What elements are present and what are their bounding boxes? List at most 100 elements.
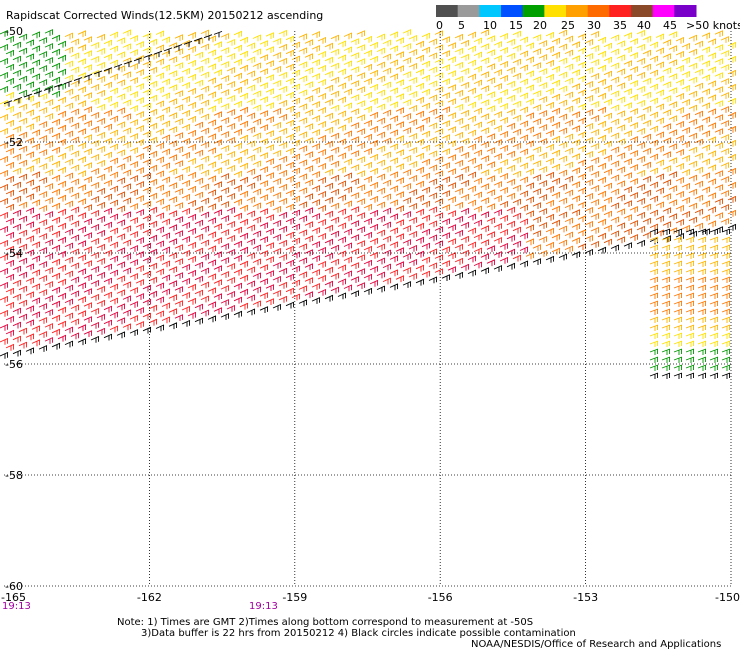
wind-barb: [187, 31, 197, 39]
wind-barb: [584, 38, 594, 46]
wind-barb: [571, 111, 581, 119]
wind-barb: [564, 35, 574, 43]
wind-barb: [298, 173, 308, 181]
wind-barb: [629, 164, 639, 171]
wind-barb: [109, 59, 119, 67]
wind-barb: [610, 48, 620, 56]
wind-barb: [519, 92, 529, 100]
wind-barb: [272, 191, 282, 199]
wind-barb: [642, 91, 652, 99]
wind-barb: [473, 233, 483, 241]
wind-barb: [64, 32, 74, 40]
wind-barb: [73, 77, 83, 84]
wind-barb: [5, 245, 15, 253]
wind-barb: [673, 340, 683, 347]
wind-barb: [337, 138, 347, 146]
wind-barb: [629, 108, 639, 115]
wind-barb: [5, 91, 15, 99]
wind-barb: [317, 50, 327, 58]
colorbar-tick-label: 5: [458, 19, 465, 32]
wind-barb: [317, 288, 327, 296]
wind-barb: [155, 72, 165, 80]
wind-barb: [402, 57, 412, 64]
wind-barb: [685, 340, 695, 347]
wind-barb: [697, 244, 707, 251]
wind-barb: [96, 257, 106, 265]
wind-barb: [252, 104, 262, 112]
wind-barb: [96, 145, 106, 153]
wind-barb: [278, 295, 288, 303]
wind-barb: [661, 356, 671, 363]
wind-barb: [116, 37, 126, 45]
wind-barb: [629, 150, 639, 157]
wind-barb: [311, 171, 321, 178]
wind-barb: [694, 180, 704, 188]
wind-barb: [90, 335, 100, 343]
wind-barb: [467, 101, 477, 109]
wind-barb: [697, 268, 707, 275]
wind-barb: [304, 179, 314, 187]
wind-barb: [441, 190, 451, 197]
wind-barb: [688, 230, 698, 238]
wind-barb: [96, 215, 106, 223]
wind-barb: [239, 176, 249, 184]
wind-barb: [18, 159, 28, 167]
wind-barb: [616, 82, 626, 90]
wind-barb: [194, 303, 204, 311]
wind-barb: [636, 155, 646, 163]
wind-barb: [408, 258, 418, 266]
wind-barb: [382, 95, 392, 103]
wind-barb: [304, 123, 314, 131]
wind-barb: [187, 87, 197, 95]
wind-barb: [239, 134, 249, 142]
wind-barb: [129, 217, 139, 224]
wind-barb: [174, 104, 184, 111]
wind-barb: [564, 189, 574, 197]
wind-barb: [721, 340, 731, 347]
wind-barb: [187, 185, 197, 193]
wind-barb: [642, 49, 652, 57]
wind-barb: [584, 234, 594, 242]
wind-barb: [662, 193, 672, 201]
wind-barb: [317, 190, 327, 198]
wind-barb: [70, 38, 80, 46]
wind-barb: [685, 228, 695, 235]
wind-barb: [721, 244, 731, 251]
wind-barb: [668, 157, 678, 165]
wind-barb: [467, 227, 477, 235]
wind-barb: [389, 143, 399, 151]
wind-barb: [655, 33, 665, 41]
wind-barb: [77, 30, 87, 38]
wind-barb: [584, 136, 594, 144]
wind-barb: [519, 148, 529, 156]
wind-barb: [51, 258, 61, 266]
wind-barb: [460, 67, 470, 75]
wind-barb: [697, 364, 707, 371]
wind-barb: [252, 90, 262, 98]
wind-barb: [12, 41, 22, 49]
wind-barb: [109, 87, 119, 95]
wind-barb: [187, 255, 197, 263]
wind-barb: [590, 156, 600, 164]
wind-barb: [233, 114, 243, 122]
wind-barb: [486, 119, 496, 127]
wind-barb: [226, 150, 236, 158]
wind-barb: [278, 239, 288, 247]
wind-barb: [480, 43, 490, 51]
wind-barb: [122, 183, 132, 191]
wind-barb: [473, 205, 483, 213]
wind-barb: [155, 282, 165, 290]
wind-barb: [337, 110, 347, 118]
wind-barb: [402, 281, 412, 288]
wind-barb: [109, 73, 119, 81]
wind-barb: [70, 192, 80, 200]
wind-barb: [447, 266, 457, 273]
wind-barb: [662, 67, 672, 75]
wind-barb: [122, 197, 132, 205]
wind-barb: [183, 40, 193, 48]
wind-barb: [57, 96, 67, 104]
wind-barb: [90, 97, 100, 105]
wind-barb: [499, 130, 509, 138]
wind-barb: [233, 30, 243, 38]
longitude-tick-label: -150: [715, 591, 740, 604]
